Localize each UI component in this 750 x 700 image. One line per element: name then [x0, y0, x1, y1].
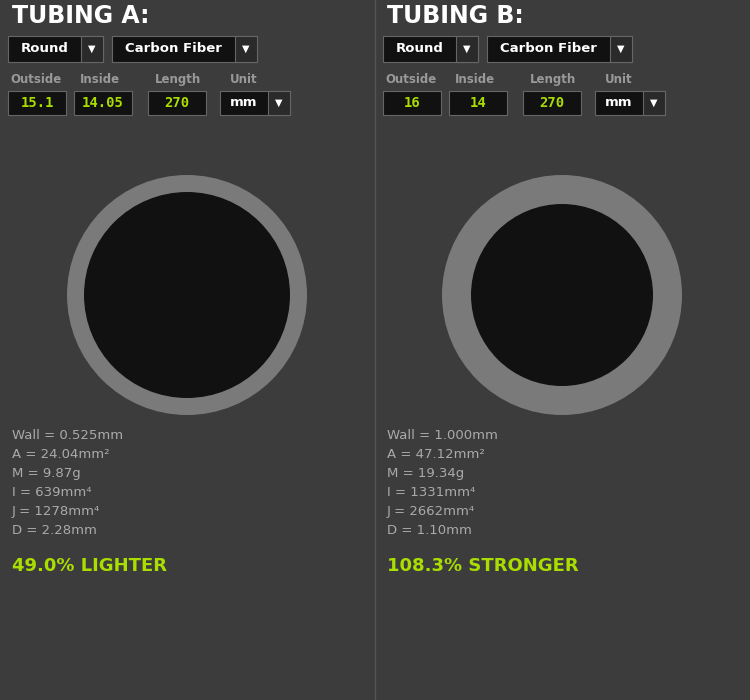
Text: ▼: ▼ [617, 44, 625, 54]
Text: 14.05: 14.05 [82, 96, 124, 110]
FancyBboxPatch shape [643, 91, 665, 115]
Text: Unit: Unit [605, 73, 632, 86]
Text: I = 1331mm⁴: I = 1331mm⁴ [387, 486, 476, 499]
Text: TUBING A:: TUBING A: [12, 4, 149, 28]
Text: Inside: Inside [455, 73, 495, 86]
Text: I = 639mm⁴: I = 639mm⁴ [12, 486, 92, 499]
FancyBboxPatch shape [220, 91, 290, 115]
Text: ▼: ▼ [242, 44, 250, 54]
FancyBboxPatch shape [74, 91, 132, 115]
Text: ▼: ▼ [650, 98, 658, 108]
Text: A = 47.12mm²: A = 47.12mm² [387, 448, 484, 461]
Text: Outside: Outside [10, 73, 62, 86]
Text: 16: 16 [404, 96, 420, 110]
Text: Carbon Fiber: Carbon Fiber [500, 43, 597, 55]
Text: mm: mm [605, 97, 633, 109]
FancyBboxPatch shape [268, 91, 290, 115]
Text: Outside: Outside [385, 73, 436, 86]
Text: 108.3% STRONGER: 108.3% STRONGER [387, 557, 579, 575]
Text: ▼: ▼ [464, 44, 471, 54]
FancyBboxPatch shape [148, 91, 206, 115]
FancyBboxPatch shape [8, 36, 103, 62]
FancyBboxPatch shape [8, 91, 66, 115]
Text: Wall = 0.525mm: Wall = 0.525mm [12, 429, 123, 442]
FancyBboxPatch shape [456, 36, 478, 62]
Text: D = 2.28mm: D = 2.28mm [12, 524, 97, 537]
Text: J = 1278mm⁴: J = 1278mm⁴ [12, 505, 100, 518]
Text: 15.1: 15.1 [20, 96, 54, 110]
Circle shape [84, 192, 290, 398]
Text: Unit: Unit [230, 73, 258, 86]
Text: D = 1.10mm: D = 1.10mm [387, 524, 472, 537]
FancyBboxPatch shape [449, 91, 507, 115]
Text: Inside: Inside [80, 73, 120, 86]
FancyBboxPatch shape [523, 91, 581, 115]
Circle shape [442, 175, 682, 415]
FancyBboxPatch shape [595, 91, 665, 115]
Text: Length: Length [530, 73, 576, 86]
Text: Round: Round [20, 43, 68, 55]
Circle shape [471, 204, 653, 386]
Text: Round: Round [395, 43, 443, 55]
Text: A = 24.04mm²: A = 24.04mm² [12, 448, 110, 461]
Text: M = 19.34g: M = 19.34g [387, 467, 464, 480]
Text: 270: 270 [539, 96, 565, 110]
Text: Length: Length [155, 73, 201, 86]
Text: TUBING B:: TUBING B: [387, 4, 524, 28]
Circle shape [67, 175, 307, 415]
Text: ▼: ▼ [88, 44, 96, 54]
FancyBboxPatch shape [487, 36, 632, 62]
FancyBboxPatch shape [383, 36, 478, 62]
FancyBboxPatch shape [81, 36, 103, 62]
Text: 14: 14 [470, 96, 486, 110]
Text: 270: 270 [164, 96, 190, 110]
FancyBboxPatch shape [383, 91, 441, 115]
Text: mm: mm [230, 97, 258, 109]
FancyBboxPatch shape [610, 36, 632, 62]
Text: 49.0% LIGHTER: 49.0% LIGHTER [12, 557, 167, 575]
Text: J = 2662mm⁴: J = 2662mm⁴ [387, 505, 476, 518]
Text: M = 9.87g: M = 9.87g [12, 467, 81, 480]
FancyBboxPatch shape [112, 36, 257, 62]
Text: ▼: ▼ [275, 98, 283, 108]
FancyBboxPatch shape [235, 36, 257, 62]
Text: Wall = 1.000mm: Wall = 1.000mm [387, 429, 498, 442]
Text: Carbon Fiber: Carbon Fiber [125, 43, 222, 55]
